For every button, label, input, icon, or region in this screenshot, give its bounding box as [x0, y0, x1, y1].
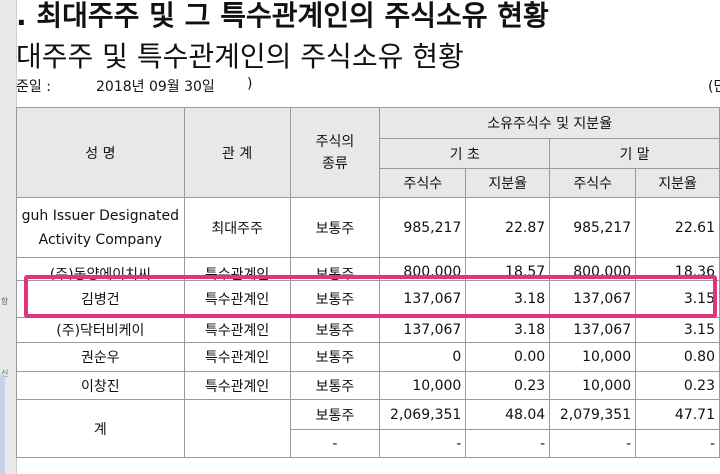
cell-relation: 특수관계인 [183, 342, 291, 372]
cell-end-ratio: 18.36 [674, 264, 715, 280]
basis-date-value: 2018년 09월 30일 [96, 79, 215, 95]
margin-marker: 신 [1, 369, 9, 378]
total-end-shares: 2,079,351 [549, 399, 637, 430]
total-label: 계 [16, 399, 185, 458]
cell-stock-type: 보통주 [289, 197, 381, 258]
cell-stock-type: 보통주 [315, 267, 355, 280]
cell-begin-shares: 137,067 [379, 280, 467, 318]
cell-begin-ratio: 3.18 [465, 280, 551, 318]
cell-end-shares: 137,067 [549, 317, 637, 343]
cell-name: guh Issuer Designated Activity Company [16, 197, 185, 258]
cell-relation: 최대주주 [183, 197, 291, 258]
cell-begin-shares: 985,217 [379, 197, 467, 258]
unit-label: (단 [708, 79, 720, 95]
cell-begin-shares: 10,000 [379, 371, 467, 400]
cell-relation: 특수관계인 [204, 267, 270, 280]
cell-stock-type: 보통주 [289, 371, 381, 400]
cell-begin-ratio: 22.87 [465, 197, 551, 258]
margin-scroll-indicator [0, 375, 5, 474]
cell-begin-ratio: 0.23 [465, 371, 551, 400]
cell-name: 김병건 [16, 280, 185, 318]
cell-begin-ratio: 18.57 [505, 264, 546, 280]
header-begin-ratio: 지분율 [465, 168, 551, 198]
header-end-shares: 주식수 [549, 168, 637, 198]
total-other-begin-shares: - [379, 429, 467, 458]
cell-begin-ratio: 0.00 [465, 342, 551, 372]
shareholding-table: 성 명 관 계 주식의 종류 소유주식수 및 지분율 기 초 기 말 주식수 지… [16, 107, 720, 458]
total-begin-shares: 2,069,351 [379, 399, 467, 430]
header-begin-shares: 주식수 [379, 168, 467, 198]
cell-begin-shares: 800,000 [403, 264, 462, 280]
cell-end-ratio: 0.23 [635, 371, 720, 400]
cell-end-shares: 10,000 [549, 371, 637, 400]
cell-name: (주)동양에이치씨 [49, 267, 151, 280]
table-row: 김병건 특수관계인 보통주 137,067 3.18 137,067 3.15 [16, 280, 720, 318]
cell-end-ratio: 3.15 [635, 317, 720, 343]
cell-name: 이창진 [16, 371, 185, 400]
header-relation: 관 계 [183, 107, 291, 198]
cell-name: 권순우 [16, 342, 185, 372]
basis-date-label: 준일 : [16, 79, 51, 95]
header-beginning: 기 초 [379, 138, 551, 169]
table-row: 이창진 특수관계인 보통주 10,000 0.23 10,000 0.23 [16, 371, 720, 400]
cell-stock-type: 보통주 [289, 280, 381, 318]
total-other-begin-ratio: - [465, 429, 551, 458]
total-other-end-shares: - [549, 429, 637, 458]
table-row: (주)닥터비케이 특수관계인 보통주 137,067 3.18 137,067 … [16, 317, 720, 343]
table-row: guh Issuer Designated Activity Company 최… [16, 197, 720, 258]
cell-relation: 특수관계인 [183, 317, 291, 343]
cell-begin-ratio: 3.18 [465, 317, 551, 343]
cell-name: (주)닥터비케이 [16, 317, 185, 343]
left-margin-strip: 항 신 [0, 0, 17, 474]
cell-end-shares: 137,067 [549, 280, 637, 318]
total-row: 계 보통주 2,069,351 48.04 2,079,351 47.71 [16, 399, 720, 458]
margin-marker: 항 [1, 297, 9, 306]
total-end-ratio: 47.71 [635, 399, 720, 430]
cell-end-ratio: 22.61 [635, 197, 720, 258]
total-stock-type: 보통주 [289, 399, 381, 430]
cell-end-ratio: 3.15 [635, 280, 720, 318]
total-relation-empty [183, 399, 291, 458]
cell-end-shares: 985,217 [549, 197, 637, 258]
table-row: 권순우 특수관계인 보통주 0 0.00 10,000 0.80 [16, 342, 720, 372]
section-heading: 대주주 및 특수관계인의 주식소유 현황 [16, 40, 464, 73]
cell-stock-type: 보통주 [289, 342, 381, 372]
cell-relation: 특수관계인 [183, 371, 291, 400]
header-name: 성 명 [16, 107, 185, 198]
header-end-ratio: 지분율 [635, 168, 720, 198]
cell-end-ratio: 0.80 [635, 342, 720, 372]
header-stock-type: 주식의 종류 [289, 107, 381, 198]
table-row: (주)동양에이치씨 특수관계인 보통주 800,000 18.57 800,00… [16, 257, 720, 281]
cell-begin-shares: 137,067 [379, 317, 467, 343]
cell-stock-type: 보통주 [289, 317, 381, 343]
basis-date-row: 준일 : 2018년 09월 30일 ) (단 [16, 76, 720, 96]
total-row-other: - - - - - [17, 429, 720, 458]
cell-begin-shares: 0 [379, 342, 467, 372]
section-heading-numbered: . 최대주주 및 그 특수관계인의 주식소유 현황 [16, 0, 549, 32]
total-other-end-ratio: - [635, 429, 720, 458]
total-begin-ratio: 48.04 [465, 399, 551, 430]
basis-close-paren: ) [247, 76, 253, 92]
cell-end-shares: 800,000 [573, 264, 632, 280]
cell-relation: 특수관계인 [183, 280, 291, 318]
header-ending: 기 말 [549, 138, 720, 169]
header-holdings: 소유주식수 및 지분율 [379, 107, 720, 139]
total-other-stock-type: - [289, 429, 381, 458]
cell-end-shares: 10,000 [549, 342, 637, 372]
